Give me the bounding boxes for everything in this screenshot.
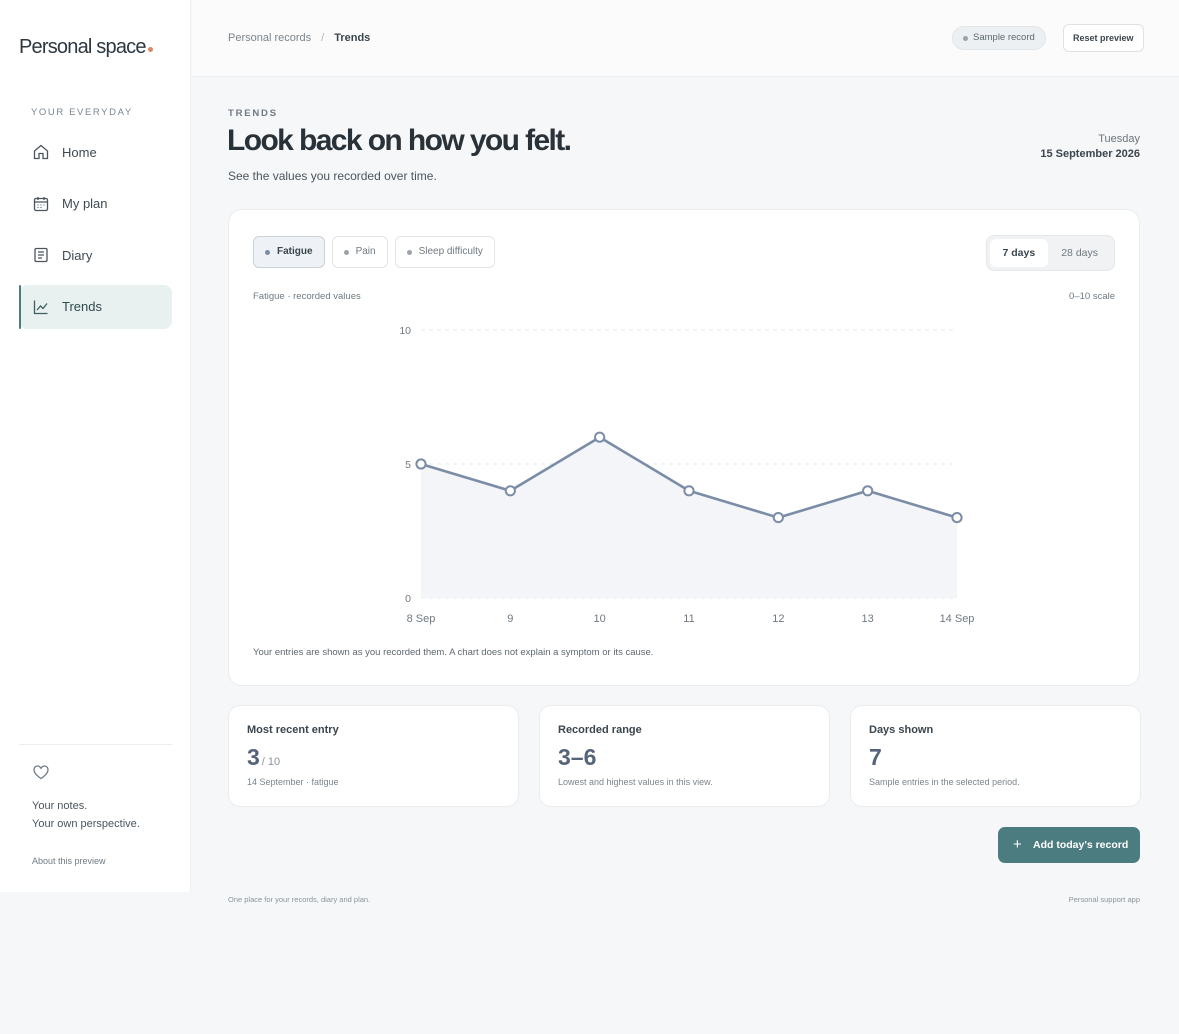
x-tick-label: 9	[507, 613, 513, 625]
breadcrumb-root[interactable]: Personal records	[228, 32, 312, 44]
calendar-icon	[32, 195, 50, 213]
reset-preview-button[interactable]: Reset preview	[1063, 24, 1144, 52]
range-28-days-button[interactable]: 28 days	[1061, 247, 1098, 259]
add-todays-record-button[interactable]: + Add today's record	[998, 827, 1140, 863]
heart-icon	[32, 764, 50, 785]
y-tick-label: 0	[405, 593, 411, 605]
brand-dot-icon	[147, 47, 153, 52]
stat-card-recorded-range: Recorded range 3–6 Lowest and highest va…	[539, 705, 830, 807]
sidebar-item-home[interactable]: Home	[19, 130, 172, 174]
stat-label: Days shown	[869, 724, 934, 736]
brand-logo[interactable]: Personal space	[19, 36, 153, 59]
page-title: Look back on how you felt.	[227, 124, 572, 157]
chart-scale-label: 0–10 scale	[1069, 291, 1115, 302]
x-tick-label: 14 Sep	[940, 613, 975, 625]
add-button-label: Add today's record	[1033, 839, 1129, 851]
page-eyebrow: TRENDS	[228, 108, 278, 119]
sidebar-item-label: Home	[62, 144, 97, 160]
sidebar: Personal space YOUR EVERYDAY Home My pla…	[0, 0, 191, 892]
series-area	[421, 437, 957, 598]
footer-app-name: Personal support app	[1068, 895, 1140, 904]
current-day: Tuesday	[1098, 133, 1140, 145]
sidebar-item-label: My plan	[62, 196, 108, 211]
data-point	[415, 458, 427, 470]
trends-chart-card: Fatigue Pain Sleep difficulty 7 days 28 …	[228, 209, 1140, 686]
chip-fatigue[interactable]: Fatigue	[253, 236, 325, 268]
x-tick-label: 10	[594, 613, 606, 625]
range-7-days-button[interactable]: 7 days	[989, 239, 1049, 267]
breadcrumb-separator: /	[321, 32, 325, 44]
footer-tagline: One place for your records, diary and pl…	[228, 895, 371, 904]
stat-value: 3–6	[558, 744, 597, 770]
range-toggle: 7 days 28 days	[985, 235, 1115, 271]
y-tick-label: 5	[405, 459, 411, 471]
breadcrumb-current: Trends	[334, 32, 371, 44]
sidebar-item-trends[interactable]: Trends	[19, 284, 172, 329]
stat-label: Recorded range	[558, 724, 642, 736]
current-date: 15 September 2026	[1040, 148, 1140, 160]
breadcrumb: Personal records / Trends	[228, 32, 370, 44]
chart-icon	[32, 298, 50, 316]
data-point	[862, 485, 874, 497]
sample-record-badge: Sample record	[952, 26, 1046, 50]
nav-heading: YOUR EVERYDAY	[31, 107, 133, 118]
sidebar-item-diary[interactable]: Diary	[19, 233, 172, 277]
chart-caption: Fatigue · recorded values	[253, 291, 361, 302]
x-tick-label: 11	[683, 613, 694, 625]
page-subtitle: See the values you recorded over time.	[228, 169, 437, 183]
data-point	[594, 431, 606, 443]
notes-line-1: Your notes.	[32, 800, 88, 812]
sidebar-notes: Your notes. Your own perspective.	[32, 797, 140, 833]
topbar: Personal records / Trends Sample record Re…	[192, 0, 1179, 77]
x-tick-label: 13	[862, 613, 874, 625]
sidebar-divider	[19, 744, 172, 745]
stat-value-number: 3	[247, 744, 260, 770]
home-icon	[32, 143, 50, 161]
chip-pain[interactable]: Pain	[331, 236, 388, 268]
symptom-filter-chips: Fatigue Pain Sleep difficulty	[253, 236, 495, 268]
data-point	[683, 485, 695, 497]
stat-card-most-recent: Most recent entry 3/ 10 14 September · f…	[228, 705, 519, 807]
sidebar-item-label: Trends	[62, 299, 102, 314]
data-point	[951, 512, 963, 524]
sidebar-item-label: Diary	[62, 247, 93, 263]
stat-value-suffix: / 10	[261, 756, 281, 768]
sidebar-nav: Home My plan Diary Trends	[19, 130, 172, 336]
data-point	[772, 512, 784, 524]
y-tick-label: 10	[399, 325, 411, 337]
stat-value: 3/ 10	[247, 744, 280, 771]
about-link[interactable]: About this preview	[32, 856, 106, 866]
x-tick-label: 8 Sep	[407, 613, 436, 625]
stat-label: Most recent entry	[247, 724, 339, 736]
plus-icon: +	[1013, 836, 1022, 853]
data-point	[504, 485, 516, 497]
stat-description: Sample entries in the selected period.	[869, 777, 1020, 787]
x-tick-label: 12	[772, 613, 784, 625]
stat-description: 14 September · fatigue	[247, 777, 339, 787]
stat-card-days-shown: Days shown 7 Sample entries in the selec…	[850, 705, 1141, 807]
chart-disclaimer: Your entries are shown as you recorded t…	[253, 647, 654, 658]
fatigue-line-chart: 0 5 10 8 Sep 9 10 11 12 13 14 Sep	[399, 325, 975, 625]
notes-line-2: Your own perspective.	[32, 818, 140, 830]
sidebar-item-my-plan[interactable]: My plan	[19, 182, 172, 226]
chip-sleep-difficulty[interactable]: Sleep difficulty	[394, 236, 495, 268]
stat-description: Lowest and highest values in this view.	[558, 777, 713, 787]
brand-name: Personal space	[19, 36, 146, 58]
stat-value: 7	[869, 744, 882, 770]
book-icon	[32, 246, 50, 264]
